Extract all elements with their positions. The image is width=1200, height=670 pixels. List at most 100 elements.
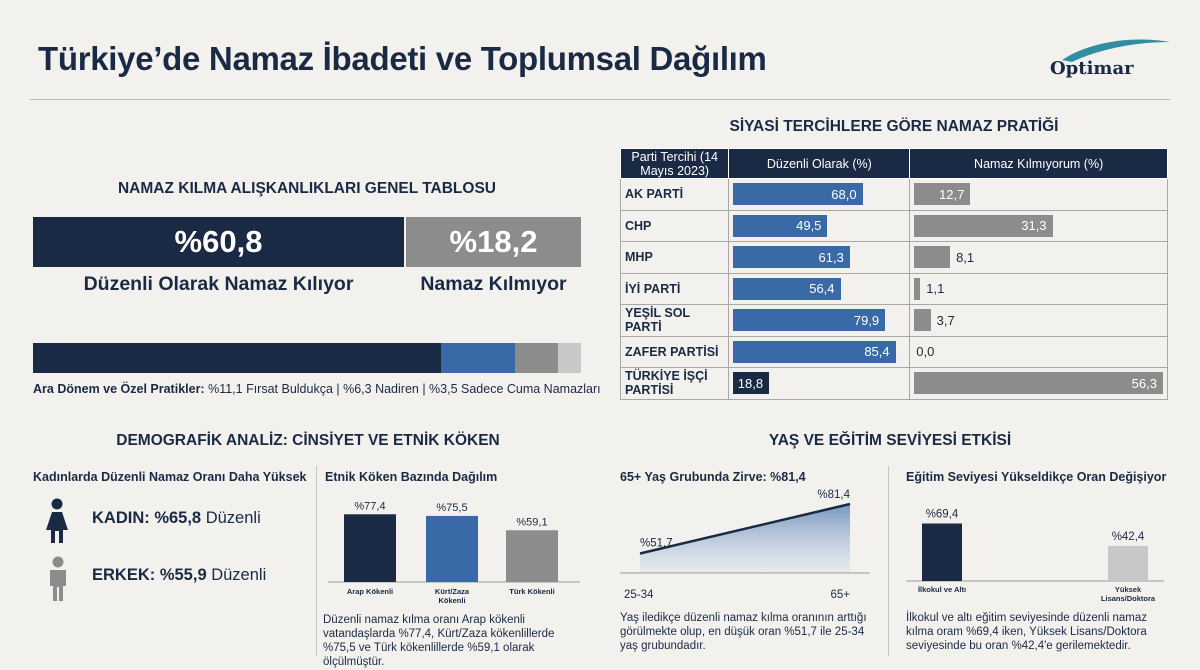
table-row: İYİ PARTİ 56,4 1,1 xyxy=(619,272,1168,305)
none-value: %18,2 xyxy=(449,224,538,259)
optimar-logo: Optimar xyxy=(1042,34,1172,86)
age-tick-label: 65+ xyxy=(830,589,850,601)
male-label: ERKEK: %55,9 xyxy=(92,566,207,584)
regular-value: %60,8 xyxy=(174,224,263,259)
party-heading: SİYASİ TERCİHLERE GÖRE NAMAZ PRATİĞİ xyxy=(729,118,1059,135)
regular-bar: 61,3 xyxy=(733,246,850,269)
stack-segment-friday xyxy=(557,343,581,373)
none-value-label: 8,1 xyxy=(956,249,975,265)
table-row: CHP 49,5 31,3 xyxy=(619,209,1168,242)
page-title: Türkiye’de Namaz İbadeti ve Toplumsal Da… xyxy=(38,40,767,77)
ethnic-value-label: %75,5 xyxy=(436,502,467,514)
ethnic-category-label: Arap Kökenli xyxy=(347,587,393,596)
party-name: CHP xyxy=(619,209,730,242)
edu-chart: %69,4 İlkokul ve Altı %42,4 YüksekLisans/Do… xyxy=(906,508,1164,603)
ethnic-category-label: Kökenli xyxy=(438,596,465,605)
ethnic-value-label: %77,4 xyxy=(354,500,385,512)
stack-segment-regular xyxy=(33,343,441,373)
edu-category-label: Yüksek xyxy=(1115,585,1142,594)
edu-value-label: %69,4 xyxy=(926,508,959,520)
table-row: TÜRKİYE İŞÇİ PARTİSİ 18,8 56,3 xyxy=(619,367,1168,400)
party-name: İYİ PARTİ xyxy=(619,272,730,305)
ethnic-category-label: Kürt/Zaza xyxy=(435,587,470,596)
regular-label: Düzenli Olarak Namaz Kılıyor xyxy=(83,273,354,295)
edu-value-label: %42,4 xyxy=(1112,531,1145,543)
age-tick-label: 25-34 xyxy=(624,589,654,601)
party-name: MHP xyxy=(619,241,730,274)
edu-note: İlkokul ve altı eğitim seviyesinde düzen… xyxy=(906,612,1147,652)
regular-value-box: %60,8 xyxy=(33,217,404,267)
ethnic-category-label: Türk Kökenli xyxy=(509,587,554,596)
age-edu-heading: YAŞ VE EĞİTİM SEVİYESİ ETKİSİ xyxy=(768,432,1012,449)
ethnic-subheading: Etnik Köken Bazında Dağılım xyxy=(325,470,498,484)
logo-swoosh-icon xyxy=(1062,39,1170,62)
female-icon xyxy=(46,498,68,543)
regular-bar: 79,9 xyxy=(733,309,886,332)
stack-segment-rarely xyxy=(515,343,558,373)
demographics-heading: DEMOGRAFİK ANALİZ: CİNSİYET VE ETNİK KÖK… xyxy=(116,432,500,449)
stack-segment-opportunity xyxy=(440,343,516,373)
ethnic-bar xyxy=(344,514,396,582)
regular-bar: 49,5 xyxy=(733,214,828,237)
edu-bar xyxy=(922,523,962,581)
male-icon xyxy=(50,556,66,601)
regular-bar: 85,4 xyxy=(733,340,896,363)
female-stat: KADIN: %65,8 Düzenli xyxy=(92,509,261,528)
ethnic-bar xyxy=(506,530,558,582)
party-table: Parti Tercihi (14 Mayıs 2023) Düzenli Ol… xyxy=(619,148,1168,400)
party-col-header: Parti Tercihi (14 Mayıs 2023) xyxy=(619,148,730,179)
edu-category-label: Lisans/Doktora xyxy=(1101,594,1156,603)
age-chart: %51,7 %81,4 25-34 65+ xyxy=(620,489,870,601)
age-note: Yaş iledikçe düzenli namaz kılma oranını… xyxy=(620,612,867,652)
party-name: ZAFER PARTİSİ xyxy=(619,335,730,368)
age-value-label: %51,7 xyxy=(640,538,673,550)
header-divider xyxy=(30,99,1170,100)
none-bar xyxy=(914,277,921,300)
female-label: KADIN: %65,8 xyxy=(92,509,202,527)
regular-bar: 56,4 xyxy=(733,277,841,300)
ethnic-note: Düzenli namaz kılma oranı Arap kökenli v… xyxy=(323,614,555,668)
none-bar: 12,7 xyxy=(914,183,971,206)
table-row: ZAFER PARTİSİ 85,4 0,0 xyxy=(619,335,1168,368)
age-line xyxy=(639,502,851,555)
divider xyxy=(316,466,317,656)
party-name: TÜRKİYE İŞÇİ PARTİSİ xyxy=(619,367,730,400)
party-name: YEŞİL SOL PARTİ xyxy=(619,304,730,337)
none-bar xyxy=(914,246,951,269)
male-suffix: Düzenli xyxy=(206,566,267,584)
divider xyxy=(888,466,889,656)
regular-bar: 18,8 xyxy=(733,372,770,395)
party-name: AK PARTİ xyxy=(619,178,730,211)
none-value-label: 0,0 xyxy=(916,344,935,360)
table-row: YEŞİL SOL PARTİ 79,9 3,7 xyxy=(619,304,1168,337)
age-value-label: %81,4 xyxy=(817,489,850,501)
none-value-label: 1,1 xyxy=(926,281,945,297)
none-label: Namaz Kılmıyor xyxy=(420,273,567,295)
gender-subheading: Kadınlarda Düzenli Namaz Oranı Daha Yüks… xyxy=(33,470,307,484)
age-subheading: 65+ Yaş Grubunda Zirve: %81,4 xyxy=(620,470,806,484)
age-area xyxy=(640,504,850,573)
ethnic-bar xyxy=(426,515,478,582)
none-col-header: Namaz Kılmıyorum (%) xyxy=(909,148,1168,179)
edu-bar xyxy=(1108,545,1148,581)
none-value-box: %18,2 xyxy=(406,217,581,267)
regular-col-header: Düzenli Olarak (%) xyxy=(728,148,911,179)
edu-subheading: Eğitim Seviyesi Yükseldikçe Oran Değişiy… xyxy=(906,470,1167,484)
regular-bar: 68,0 xyxy=(733,183,863,206)
practice-caption: Ara Dönem ve Özel Pratikler: %11,1 Fırsa… xyxy=(33,382,601,396)
edu-category-label: İlkokul ve Altı xyxy=(918,585,966,594)
none-bar: 31,3 xyxy=(914,214,1053,237)
none-value-label: 3,7 xyxy=(936,312,955,328)
practice-caption-rest: %11,1 Fırsat Buldukça | %6,3 Nadiren | %… xyxy=(204,382,601,396)
table-row: AK PARTİ 68,0 12,7 xyxy=(619,178,1168,211)
table-row: MHP 61,3 8,1 xyxy=(619,241,1168,274)
logo-text: Optimar xyxy=(1050,58,1134,79)
female-suffix: Düzenli xyxy=(201,509,261,527)
none-bar xyxy=(914,309,931,332)
practice-caption-bold: Ara Dönem ve Özel Pratikler: xyxy=(33,382,205,396)
practice-stacked-bar xyxy=(33,343,581,373)
none-bar: 56,3 xyxy=(914,372,1163,395)
ethnic-value-label: %59,1 xyxy=(516,516,547,528)
male-stat: ERKEK: %55,9 Düzenli xyxy=(92,566,266,585)
